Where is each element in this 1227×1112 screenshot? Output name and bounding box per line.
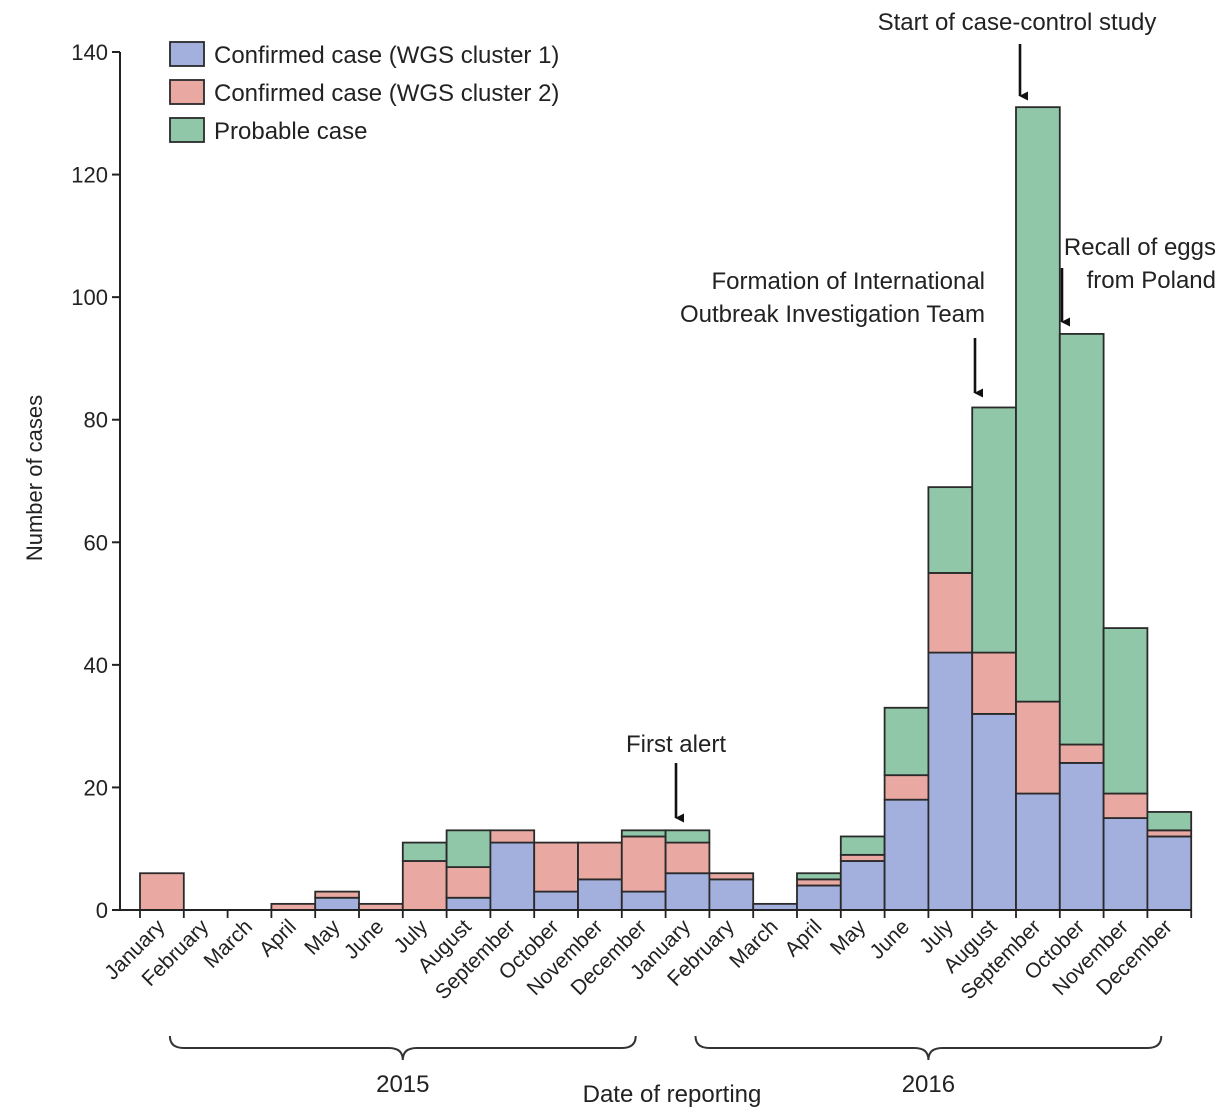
bar-segment-1-22 (1058, 762, 1105, 911)
bar-segment-1-24 (1146, 835, 1193, 911)
bar-segment-2-24 (1146, 829, 1193, 838)
bar-segment-2-21 (1015, 700, 1061, 795)
bar-segment-1-10 (533, 890, 579, 911)
annotation-text-4: Recall of eggs from Poland (1064, 234, 1216, 294)
bar-segment-1-14 (708, 878, 755, 911)
x-axis-label: Date of reporting (583, 1081, 762, 1108)
bars-layer (139, 106, 1193, 911)
year-brace-2 (694, 1035, 1163, 1061)
annotations: First alert Formation of International Out… (626, 9, 1216, 823)
y-tick-label-100: 100 (71, 285, 108, 310)
y-tick-label-60: 60 (84, 530, 108, 555)
bar-segment-3-19 (927, 486, 974, 574)
bar-segment-3-17 (839, 835, 886, 856)
x-tick-label-18: June (866, 915, 914, 963)
bar-segment-2-14 (708, 872, 755, 881)
x-tick-label-6: June (340, 915, 388, 963)
bar-segment-2-18 (883, 774, 930, 801)
y-tick-label-120: 120 (71, 163, 108, 188)
x-tick-label-5: May (300, 915, 345, 960)
year-brace-1 (168, 1035, 637, 1061)
y-tick-label-20: 20 (84, 775, 108, 800)
bar-segment-1-18 (883, 798, 930, 911)
legend-swatch-2 (169, 79, 205, 105)
bar-segment-2-9 (489, 829, 536, 844)
bar-segment-1-9 (489, 841, 536, 911)
bar-segment-1-20 (971, 712, 1017, 911)
legend-label-3: Probable case (214, 118, 367, 145)
bar-segment-1-5 (314, 896, 360, 911)
bar-segment-3-7 (401, 841, 448, 862)
y-axis-label: Number of cases (22, 395, 47, 561)
bar-segment-2-16 (796, 878, 842, 887)
bar-segment-2-17 (839, 853, 886, 862)
bar-segment-2-12 (620, 835, 667, 893)
annotation-text-2: Formation of International Outbreak Inves… (680, 268, 985, 328)
annotation-text-3: Start of case-control study (878, 9, 1157, 36)
bar-segment-3-12 (620, 829, 667, 838)
bar-segment-1-17 (839, 860, 886, 911)
bar-segment-3-20 (971, 406, 1017, 654)
x-tick-label-3: March (200, 915, 258, 973)
bar-segment-3-22 (1058, 333, 1105, 746)
bar-segment-2-11 (577, 841, 623, 881)
legend: Confirmed case (WGS cluster 1) Confirmed … (169, 41, 559, 145)
legend-label-2: Confirmed case (WGS cluster 2) (214, 80, 559, 107)
legend-swatch-1 (169, 41, 205, 67)
bar-segment-2-22 (1058, 743, 1105, 764)
bar-segment-3-21 (1015, 106, 1061, 703)
x-tick-label-16: April (780, 915, 826, 961)
bar-segment-3-23 (1102, 627, 1149, 795)
bar-segment-1-11 (577, 878, 623, 911)
bar-segment-1-12 (620, 890, 667, 911)
x-tick-label-17: May (826, 915, 871, 960)
y-tick-label-140: 140 (71, 40, 108, 65)
annotation-text-1: First alert (626, 731, 726, 758)
bar-segment-2-20 (971, 651, 1017, 715)
axes-layer: 0 20 40 60 80 100 120 140 (71, 40, 1193, 923)
bar-segment-3-18 (883, 706, 930, 777)
year-label-2: 2016 (902, 1071, 955, 1098)
bar-segment-3-13 (664, 829, 711, 844)
bar-segment-1-8 (445, 896, 492, 911)
bar-segment-2-13 (664, 841, 711, 875)
year-label-1: 2015 (376, 1071, 429, 1098)
x-tick-label-15: March (725, 915, 783, 973)
bar-segment-3-16 (796, 872, 842, 881)
y-tick-label-40: 40 (84, 653, 108, 678)
bar-segment-3-8 (445, 829, 492, 868)
bar-segment-1-21 (1015, 792, 1061, 911)
bar-segment-2-1 (139, 872, 185, 911)
bar-segment-2-19 (927, 572, 974, 654)
bar-segment-1-16 (796, 884, 842, 911)
year-braces: 2015 2016 (168, 1035, 1163, 1098)
bar-segment-2-8 (445, 866, 492, 899)
y-tick-label-0: 0 (96, 898, 108, 923)
x-tick-label-4: April (255, 915, 301, 961)
bar-segment-2-5 (314, 890, 360, 899)
bar-segment-2-10 (533, 841, 579, 893)
y-tick-label-80: 80 (84, 408, 108, 433)
bar-segment-1-23 (1102, 817, 1149, 911)
bar-segment-2-7 (401, 860, 448, 911)
bar-segment-1-13 (664, 872, 711, 911)
legend-swatch-3 (169, 117, 205, 143)
bar-segment-2-23 (1102, 792, 1149, 819)
bar-segment-3-24 (1146, 811, 1193, 832)
bar-segment-1-19 (927, 651, 974, 911)
legend-label-1: Confirmed case (WGS cluster 1) (214, 42, 559, 69)
